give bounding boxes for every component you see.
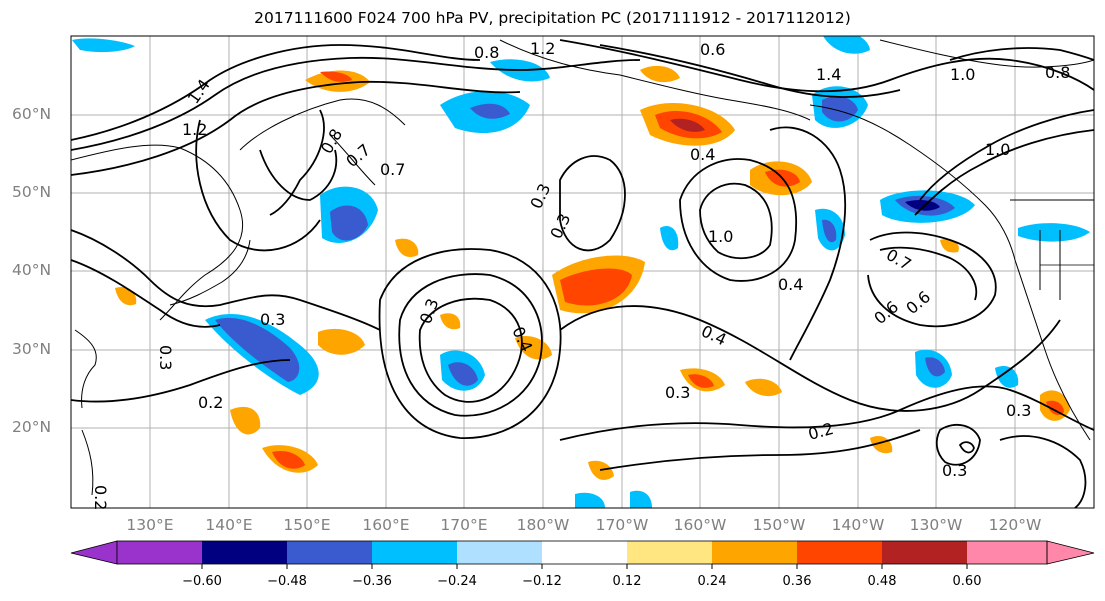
contour-label: 0.2 — [198, 393, 223, 412]
contour-label: 1.2 — [530, 39, 555, 58]
contour-label: 0.2 — [91, 485, 110, 510]
longitude-label: 160°W — [673, 516, 727, 534]
precip-patch — [272, 450, 305, 469]
contour-label: 0.3 — [156, 345, 175, 370]
colorbar-bin — [967, 541, 1047, 564]
colorbar — [70, 540, 1095, 569]
colorbar-bin — [287, 541, 372, 564]
colorbar-tick-label: 0.24 — [697, 574, 727, 589]
colorbar-tick-label: 0.12 — [612, 574, 642, 589]
longitude-label: 140°W — [831, 516, 885, 534]
latitude-label: 40°N — [12, 261, 52, 279]
precip-patch — [822, 219, 837, 243]
contour-label: 1.0 — [708, 227, 733, 246]
colorbar-tick-label: −0.12 — [522, 574, 562, 589]
precip-patch — [823, 36, 870, 54]
precip-patch — [660, 226, 679, 251]
colorbar-bin — [712, 541, 797, 564]
precip-patch — [905, 199, 940, 211]
longitude-label: 140°E — [205, 516, 253, 534]
contour-label: 1.2 — [182, 120, 207, 139]
precip-patch — [995, 365, 1019, 388]
colorbar-tick-label: −0.60 — [182, 574, 222, 589]
contour-label: 0.3 — [665, 383, 690, 402]
longitude-label: 180°W — [516, 516, 570, 534]
latitude-label: 20°N — [12, 418, 52, 436]
colorbar-tick-label: −0.36 — [352, 574, 392, 589]
colorbar-tick-label: 0.48 — [867, 574, 897, 589]
contour-label: 1.0 — [985, 140, 1010, 159]
colorbar-bin — [372, 541, 457, 564]
contour-label: 0.4 — [690, 145, 715, 164]
precip-patch — [640, 65, 680, 83]
longitude-label: 150°W — [752, 516, 806, 534]
contour-label: 0.7 — [380, 160, 405, 179]
contour-label: 0.3 — [260, 310, 285, 329]
precip-patch — [822, 96, 858, 122]
map-frame — [70, 35, 1095, 509]
colorbar-bin — [202, 541, 287, 564]
precip-patch — [72, 38, 135, 53]
longitude-label: 130°E — [126, 516, 174, 534]
colorbar-tick-label: 0.60 — [952, 574, 982, 589]
precip-patch — [688, 374, 714, 388]
contour-label: 0.8 — [474, 43, 499, 62]
precip-patch — [745, 378, 782, 397]
contour-label: 0.3 — [1006, 401, 1031, 420]
precip-patch — [630, 490, 652, 508]
borders — [1010, 199, 1094, 266]
precip-patch — [575, 492, 605, 508]
precip-patch — [440, 313, 461, 330]
colorbar-tick-label: 0.36 — [782, 574, 812, 589]
latitude-label: 30°N — [12, 340, 52, 358]
pv-contours — [71, 39, 1094, 508]
precip-patch — [560, 268, 632, 306]
longitude-label: 130°W — [909, 516, 963, 534]
contour-label: 0.8 — [1045, 63, 1070, 82]
colorbar-max-extension — [1046, 540, 1095, 565]
contour-label: 0.3 — [942, 461, 967, 480]
latitude-label: 50°N — [12, 183, 52, 201]
precip-patch — [395, 238, 419, 258]
colorbar-bin — [117, 541, 202, 564]
colorbar-frame — [116, 540, 1048, 565]
precip-patch — [925, 357, 945, 377]
precip-patch — [470, 103, 510, 119]
precip-patch — [670, 118, 705, 132]
precip-patch — [1018, 223, 1090, 242]
colorbar-bin — [797, 541, 882, 564]
colorbar-bin — [542, 541, 627, 564]
longitude-label: 170°W — [595, 516, 649, 534]
precip-patch — [215, 317, 300, 382]
precip-patch — [320, 71, 352, 82]
precip-patch — [1046, 400, 1064, 415]
latitude-label: 60°N — [12, 105, 52, 123]
precip-patch — [318, 328, 365, 355]
contour-label: 0.4 — [778, 275, 803, 294]
precip-patch — [448, 362, 478, 386]
longitude-label: 150°E — [283, 516, 331, 534]
longitude-label: 170°E — [440, 516, 488, 534]
coastlines — [71, 39, 1094, 496]
contour-label: 0.6 — [700, 40, 725, 59]
colorbar-bin — [882, 541, 967, 564]
precip-patch — [230, 406, 261, 435]
longitude-label: 120°W — [988, 516, 1042, 534]
colorbar-tick-label: −0.48 — [267, 574, 307, 589]
contour-label: 1.4 — [816, 65, 841, 84]
colorbar-min-extension — [70, 540, 118, 565]
colorbar-bin — [627, 541, 712, 564]
colorbar-bin — [457, 541, 542, 564]
precip-patch — [330, 205, 368, 241]
contour-label: 1.0 — [950, 65, 975, 84]
colorbar-tick-label: −0.24 — [437, 574, 477, 589]
chart-title: 2017111600 F024 700 hPa PV, precipitatio… — [254, 9, 851, 27]
longitude-label: 160°E — [362, 516, 410, 534]
